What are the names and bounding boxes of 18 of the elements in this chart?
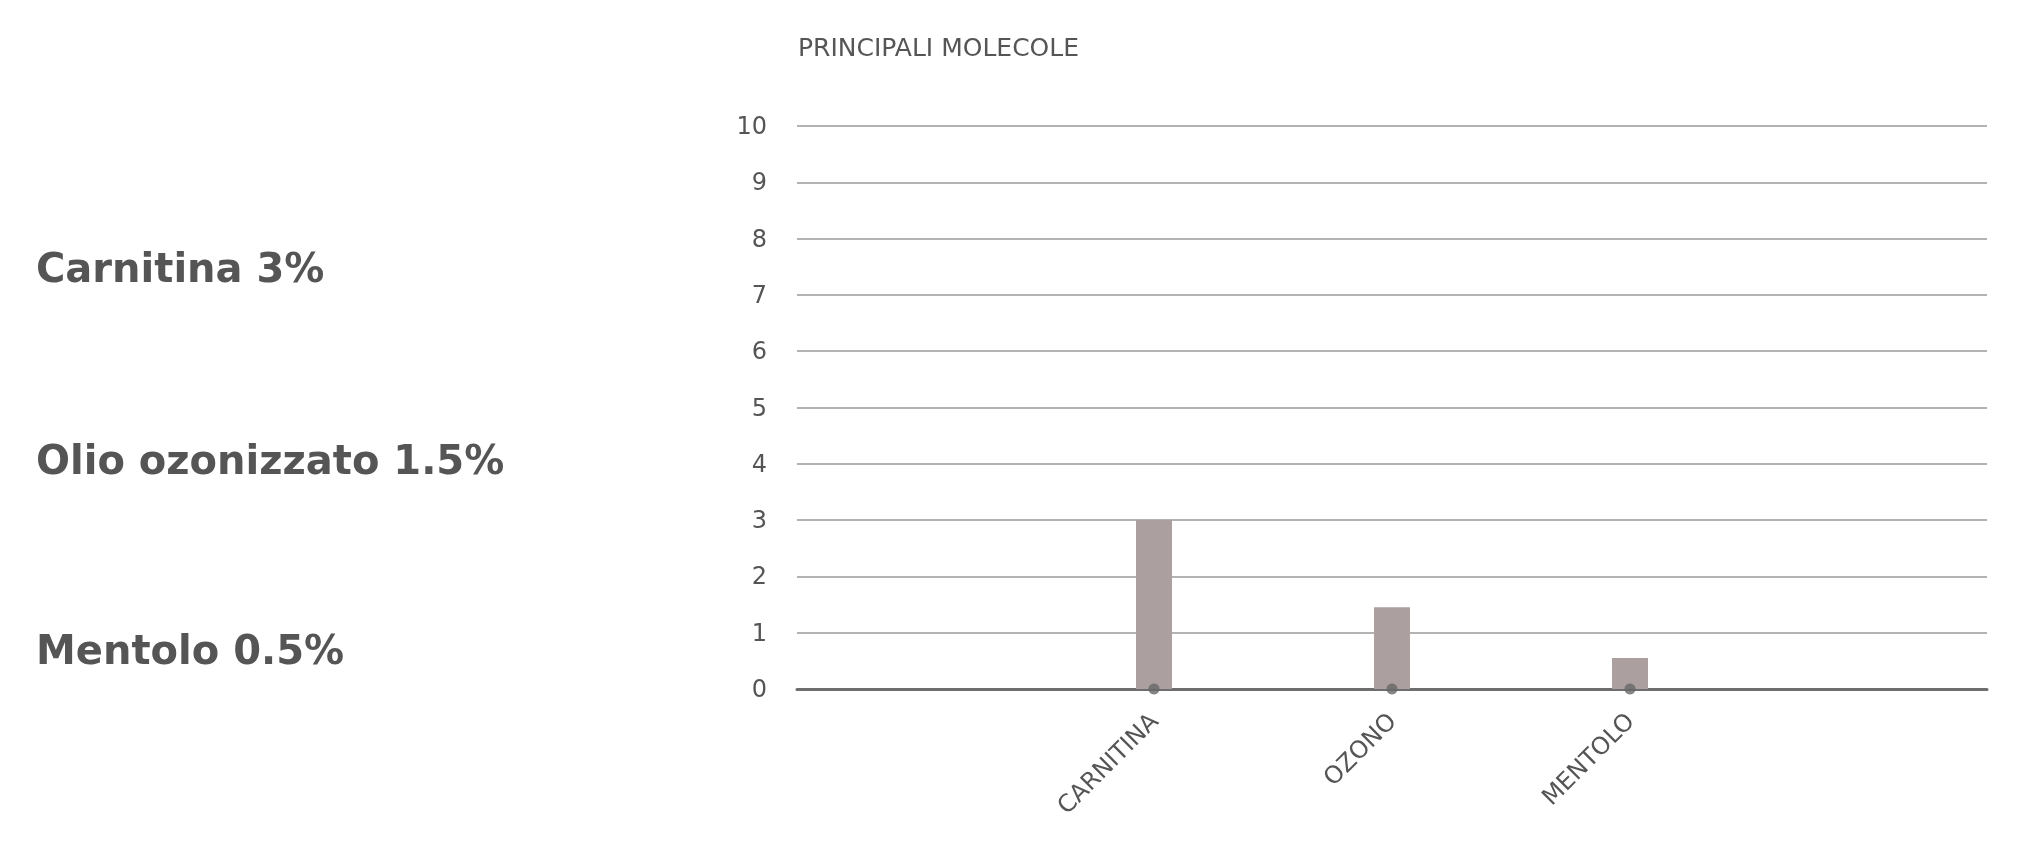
text: Mentolo 0.5%	[36, 627, 345, 673]
y-tick-label: 1	[751, 618, 767, 647]
y-tick-label: 4	[751, 449, 767, 478]
text: Olio ozonizzato 1.5%	[36, 437, 505, 483]
y-tick-label: 3	[751, 506, 767, 535]
bar	[1374, 607, 1410, 689]
y-tick-label: 5	[751, 393, 767, 422]
chart-title: PRINCIPALI MOLECOLE	[798, 33, 1080, 62]
text: Carnitina 3%	[36, 245, 325, 291]
y-tick-label: 0	[751, 675, 767, 703]
y-tick-label: 6	[751, 337, 767, 366]
y-tick-label: 2	[751, 562, 767, 591]
y-tick-label: 9	[751, 168, 767, 197]
y-tick-label: 7	[751, 280, 767, 309]
bar	[1612, 658, 1648, 689]
y-tick-label: 8	[751, 224, 767, 253]
y-tick-label: 10	[736, 112, 767, 140]
bar	[1136, 520, 1172, 689]
